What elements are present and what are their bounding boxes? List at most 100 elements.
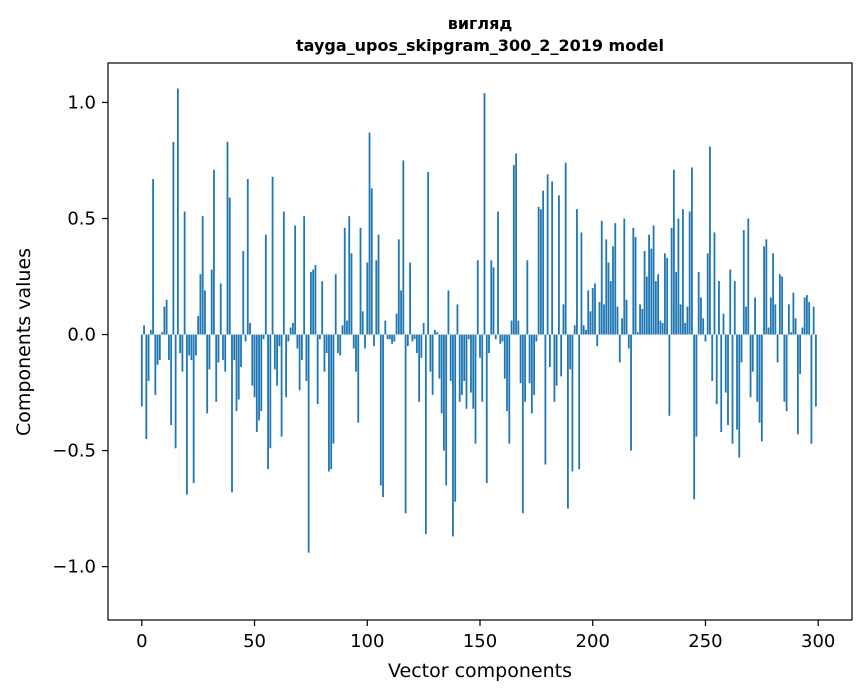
bar	[539, 209, 542, 335]
bar	[217, 334, 220, 363]
bar	[652, 225, 655, 335]
x-axis-ticks: 0 50 100 150 200 250 300	[136, 620, 835, 652]
bar	[197, 315, 200, 335]
bar	[251, 334, 254, 386]
bar	[415, 334, 418, 354]
bar	[758, 334, 761, 423]
bar	[305, 334, 308, 381]
bar	[576, 209, 578, 335]
bar	[769, 297, 772, 335]
bar	[571, 334, 574, 472]
bar	[711, 334, 714, 381]
bar	[458, 334, 461, 402]
bar	[303, 216, 306, 335]
bar	[269, 334, 272, 449]
bar	[497, 211, 499, 335]
bar	[609, 281, 612, 335]
bar	[314, 264, 317, 335]
bar	[623, 218, 626, 335]
bar	[693, 334, 696, 500]
x-axis-label: Vector components	[388, 660, 572, 682]
bar	[803, 297, 806, 335]
bar	[810, 334, 813, 444]
bar	[264, 234, 267, 335]
bar	[688, 211, 691, 335]
bar	[330, 334, 333, 470]
bar	[555, 334, 558, 386]
bar	[192, 334, 195, 484]
bar	[368, 132, 371, 335]
bar	[702, 318, 705, 335]
bar	[167, 334, 170, 361]
bar	[280, 334, 283, 437]
bar	[183, 211, 186, 335]
bar	[206, 334, 209, 414]
bar	[796, 334, 799, 435]
bar	[436, 332, 439, 335]
bar	[551, 181, 554, 335]
bar	[404, 334, 407, 514]
bar	[231, 334, 233, 493]
bar	[260, 334, 263, 412]
bar	[736, 334, 738, 430]
bar	[562, 304, 565, 335]
bar	[312, 269, 315, 335]
bar	[686, 306, 689, 335]
x-tick-label: 150	[463, 631, 497, 652]
bar	[776, 334, 779, 363]
bar	[607, 262, 610, 335]
bar	[307, 334, 310, 553]
bar	[767, 327, 770, 335]
bar	[490, 260, 493, 335]
bar	[578, 334, 581, 470]
bar	[645, 276, 648, 335]
bar	[691, 167, 693, 335]
bar	[772, 253, 774, 335]
bar	[709, 146, 711, 335]
bar	[282, 211, 285, 335]
y-tick-label: 0.0	[67, 325, 96, 346]
bar	[808, 302, 811, 335]
bar	[612, 246, 614, 335]
bar	[452, 334, 454, 537]
bar	[636, 332, 639, 335]
bar	[749, 334, 752, 398]
y-tick-label: 0.5	[67, 208, 96, 229]
bar	[751, 334, 754, 372]
bar	[544, 334, 547, 465]
bar	[373, 334, 375, 347]
bar	[485, 334, 488, 484]
bar	[258, 334, 260, 421]
bar	[285, 334, 288, 398]
bar	[145, 334, 148, 439]
bar	[585, 329, 587, 335]
y-axis-label: Components values	[13, 248, 35, 436]
bar	[621, 318, 623, 335]
bar	[158, 334, 161, 361]
bar	[738, 334, 741, 458]
bar	[316, 334, 319, 405]
bar	[587, 290, 590, 335]
bar	[222, 334, 224, 361]
bar	[440, 334, 443, 414]
bar	[343, 227, 346, 335]
bar	[616, 306, 619, 335]
bar	[271, 176, 274, 335]
bar	[801, 327, 804, 335]
bar	[300, 334, 303, 361]
bar	[298, 334, 301, 391]
bar	[643, 250, 646, 335]
bar	[675, 271, 678, 335]
bar	[684, 322, 687, 335]
bar	[224, 334, 227, 372]
bar	[242, 250, 245, 335]
bar	[429, 334, 432, 372]
bar	[727, 334, 729, 426]
bar	[395, 313, 398, 335]
bar	[618, 334, 621, 363]
bar	[289, 327, 292, 335]
bar	[397, 239, 400, 335]
bar	[233, 334, 236, 361]
bar	[783, 334, 786, 402]
bar	[553, 334, 556, 402]
